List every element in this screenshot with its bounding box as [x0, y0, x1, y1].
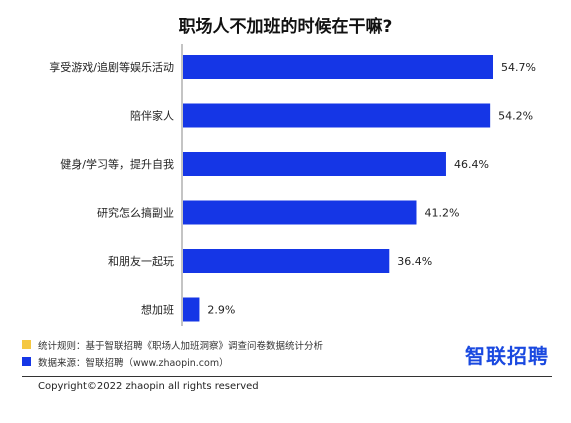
category-label: 想加班 [141, 303, 174, 317]
category-label: 享受游戏/追剧等娱乐活动 [49, 60, 174, 74]
bar [183, 200, 417, 225]
chart-notes: 统计规则：基于智联招聘《职场人加班洞察》调查问卷数据统计分析 数据来源：智联招聘… [22, 336, 323, 370]
value-label: 36.4% [397, 255, 432, 268]
rule-note: 统计规则：基于智联招聘《职场人加班洞察》调查问卷数据统计分析 [22, 336, 323, 353]
category-label: 和朋友一起玩 [108, 254, 174, 268]
value-label: 2.9% [207, 304, 235, 317]
bar [183, 297, 200, 322]
value-label: 54.7% [501, 61, 536, 74]
value-label: 46.4% [454, 158, 489, 171]
bar [183, 249, 390, 273]
source-swatch [22, 357, 31, 366]
category-label: 健身/学习等，提升自我 [60, 157, 174, 171]
footer-divider [22, 376, 552, 377]
source-note: 数据来源：智联招聘（www.zhaopin.com） [22, 353, 323, 370]
source-text: 数据来源：智联招聘（www.zhaopin.com） [38, 357, 229, 369]
copyright-text: Copyright©2022 zhaopin all rights reserv… [38, 381, 259, 392]
rule-swatch [22, 340, 31, 349]
category-label: 研究怎么搞副业 [97, 206, 174, 220]
bar [183, 55, 493, 79]
zhaopin-logo: 智联招聘 [465, 344, 549, 368]
rule-text: 统计规则：基于智联招聘《职场人加班洞察》调查问卷数据统计分析 [38, 340, 324, 352]
bar [183, 103, 491, 128]
bar-chart: 享受游戏/追剧等娱乐活动 54.7% 陪伴家人 54.2% 健身/学习等，提升自我 46.… [49, 44, 536, 326]
bar [183, 152, 446, 176]
value-label: 41.2% [424, 207, 459, 220]
category-label: 陪伴家人 [130, 109, 174, 123]
chart-title: 职场人不加班的时候在干嘛? [178, 17, 393, 37]
value-label: 54.2% [498, 110, 533, 123]
